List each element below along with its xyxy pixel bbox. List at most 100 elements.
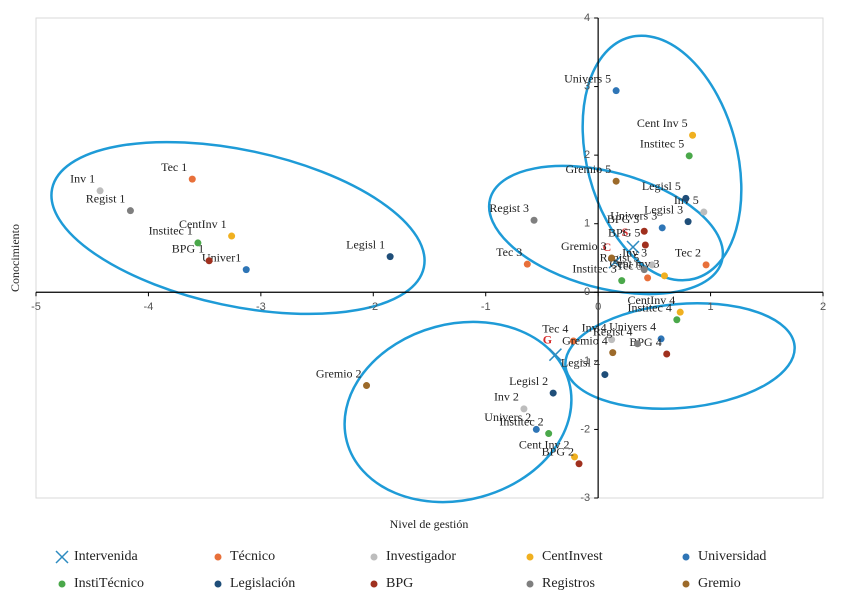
point (612, 177, 620, 185)
point (126, 207, 134, 215)
point-label: Legisl 2 (509, 374, 548, 388)
point-label: S (622, 225, 629, 239)
point (608, 254, 616, 262)
point (682, 553, 690, 561)
point (660, 272, 668, 280)
point (532, 425, 540, 433)
point (702, 261, 710, 269)
point-label: Regist 3 (489, 201, 529, 215)
point (228, 232, 236, 240)
point (96, 187, 104, 195)
point-label: Gremio 5 (565, 162, 611, 176)
point-label: BPG 1 (172, 241, 204, 255)
point (242, 266, 250, 274)
point-label: Gremio 3 (561, 239, 607, 253)
legend-label: Legislación (230, 576, 295, 591)
point (549, 389, 557, 397)
y-tick-label: -2 (580, 423, 590, 435)
point-label: C (603, 240, 612, 254)
point (214, 553, 222, 561)
point-label: Tec 3 (496, 245, 522, 259)
x-marker (55, 550, 69, 564)
x-axis-title: Nivel de gestión (390, 517, 469, 531)
point-label: Legisl 4 (561, 355, 600, 369)
point (575, 460, 583, 468)
point (648, 261, 656, 269)
point-label: Regist 5 (600, 250, 640, 264)
point-label: Tec 1 (161, 160, 187, 174)
x-tick-label: -5 (31, 301, 41, 313)
point-label: BPG 4 (629, 335, 661, 349)
point (386, 253, 394, 261)
y-tick-label: -1 (580, 355, 590, 367)
point (657, 335, 665, 343)
point (663, 350, 671, 358)
x-tick-label: -4 (144, 301, 154, 313)
legend-label: BPG (386, 576, 413, 591)
point (641, 241, 649, 249)
point-label: Cent Inv 2 (519, 438, 570, 452)
cluster-ellipse (50, 140, 426, 316)
point (520, 405, 528, 413)
point-label: Institec 1 (149, 224, 193, 238)
point-label: Univers 5 (564, 71, 611, 85)
point-label: Tec 5 (616, 259, 642, 273)
point (682, 580, 690, 588)
x-tick-label: -1 (481, 301, 491, 313)
x-stroke (608, 255, 622, 269)
x-tick-label: -3 (256, 301, 266, 313)
point (700, 208, 708, 216)
point-label: Inv 3 (622, 246, 647, 260)
x-tick-label: 1 (708, 301, 714, 313)
point (608, 336, 616, 344)
point (689, 131, 697, 139)
point-label: Tec 4 (542, 322, 568, 336)
point (618, 277, 626, 285)
point-label: Institec 2 (499, 414, 543, 428)
point-label: Tec 2 (675, 246, 701, 260)
y-tick-label: 0 (584, 286, 590, 298)
point (363, 382, 371, 390)
plot-area (35, 17, 824, 499)
x-stroke (548, 348, 562, 362)
point-label: Gremio 4 (562, 333, 608, 347)
point-label: CentInv 4 (628, 293, 676, 307)
point (188, 175, 196, 183)
legend-label: Investigador (386, 549, 456, 564)
point-label: Cent inv 3 (609, 257, 659, 271)
point-label: Inv 2 (494, 390, 519, 404)
point (526, 580, 534, 588)
point-label: Univers 3 (610, 209, 657, 223)
y-axis-title: Conocimiento (8, 224, 22, 292)
legend-label: Intervenida (74, 549, 139, 564)
cluster-ellipse (564, 301, 796, 411)
point (601, 371, 609, 379)
point (526, 553, 534, 561)
x-stroke (55, 550, 69, 564)
point (673, 316, 681, 324)
point (194, 239, 202, 247)
y-tick-label: 3 (584, 80, 590, 92)
x-tick-label: -2 (368, 301, 378, 313)
point (676, 308, 684, 316)
point-label: BPG 5 (608, 226, 640, 240)
y-tick-label: 1 (584, 218, 590, 230)
point (545, 430, 553, 438)
point (612, 87, 620, 95)
point (569, 337, 577, 345)
legend-label: Gremio (698, 576, 741, 591)
point-label: Regist 1 (86, 191, 126, 205)
cluster-ellipse (343, 320, 573, 504)
point (523, 260, 531, 268)
legend-label: Técnico (230, 549, 275, 564)
y-tick-label: -3 (580, 492, 590, 504)
x-marker (548, 348, 562, 362)
point-label: BPG 3 (607, 212, 639, 226)
point (644, 274, 652, 282)
point-label: Univers 4 (609, 320, 656, 334)
point (205, 257, 213, 265)
point-label: Institec 5 (640, 137, 684, 151)
point (609, 349, 617, 357)
point (658, 224, 666, 232)
